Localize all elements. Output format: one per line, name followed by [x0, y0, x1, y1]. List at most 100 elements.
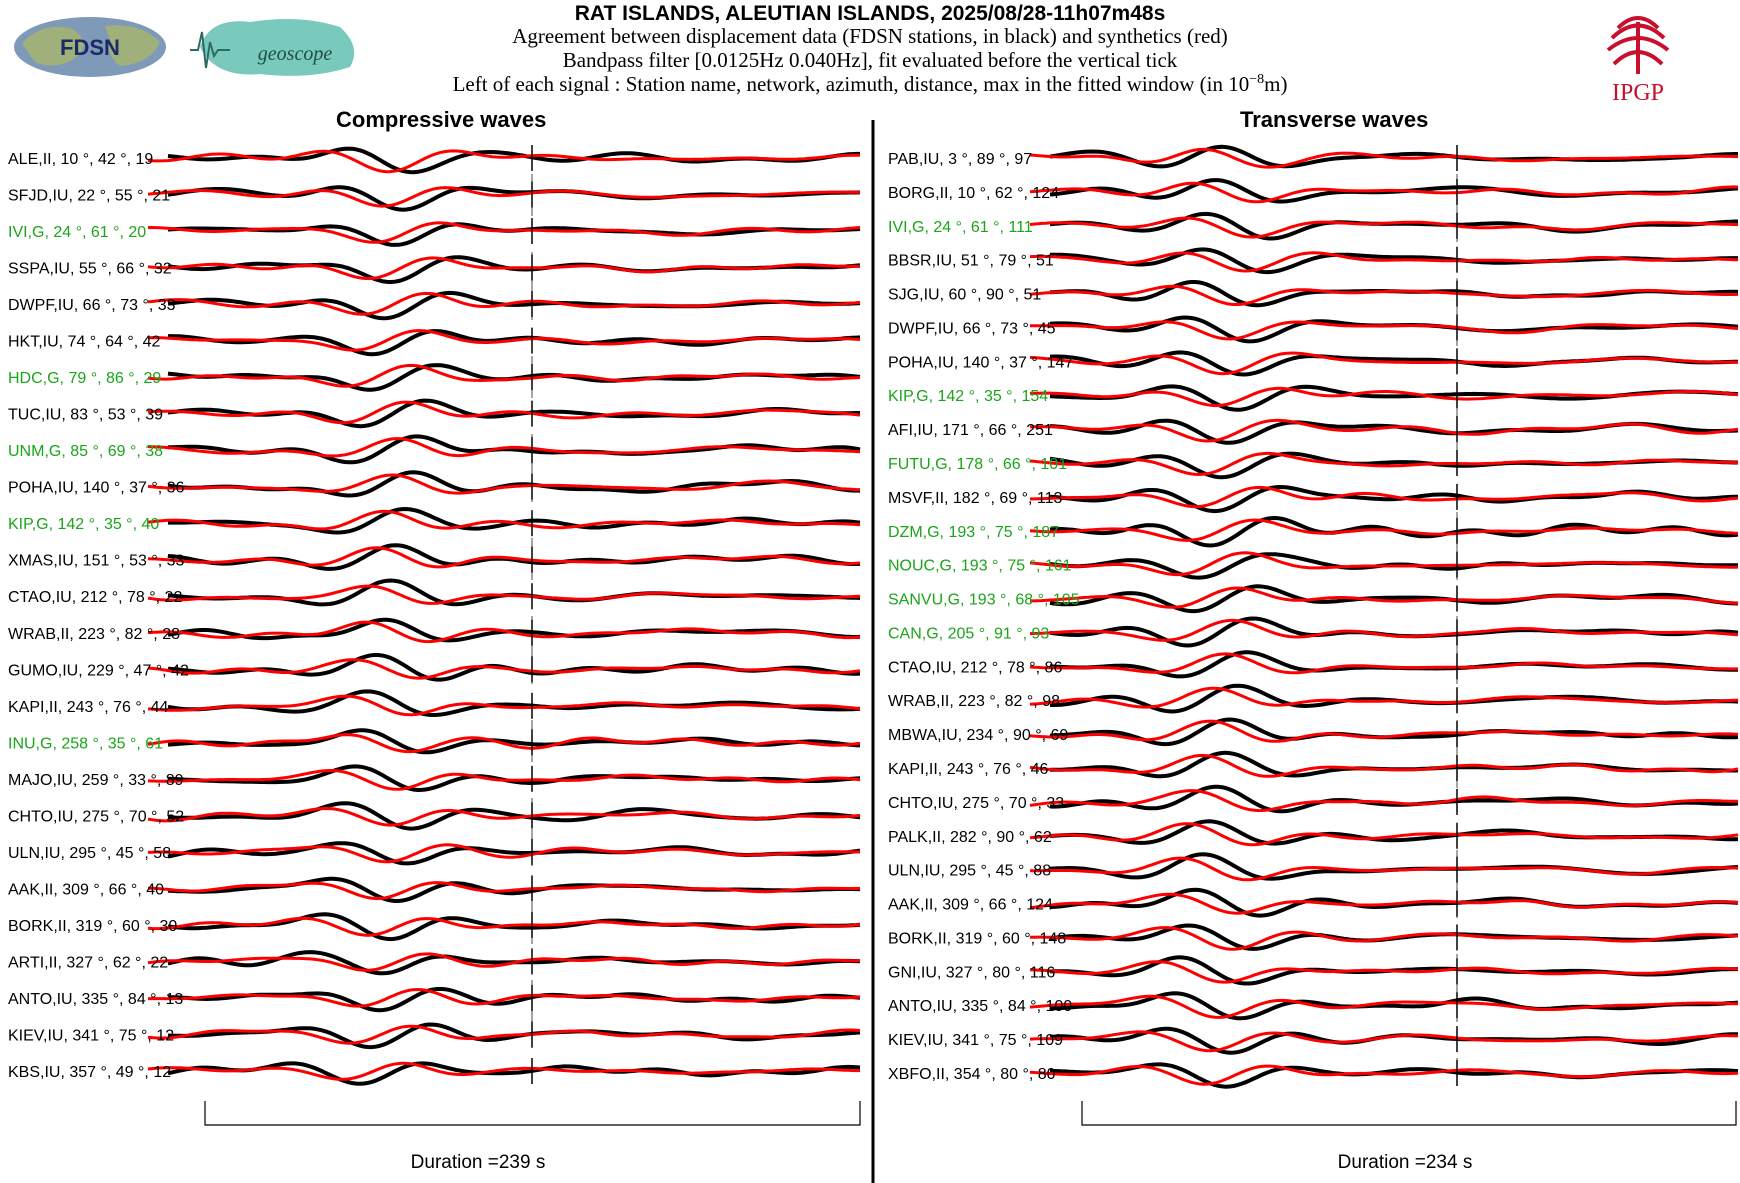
synthetic-trace — [147, 806, 861, 827]
data-trace — [1049, 484, 1738, 514]
synthetic-trace — [1030, 586, 1739, 609]
synthetic-trace — [147, 546, 861, 569]
duration-bracket — [204, 1101, 861, 1126]
duration-bracket — [1081, 1101, 1737, 1126]
synthetic-trace — [1029, 216, 1739, 239]
geoscope-logo-map — [200, 18, 355, 76]
synthetic-trace — [147, 584, 861, 605]
synthetic-trace — [147, 291, 861, 316]
synthetic-trace — [147, 694, 861, 717]
synthetic-trace — [1029, 719, 1739, 743]
station-label: TUC,IU, 83 °, 53 °, 39 — [8, 407, 163, 424]
synthetic-trace — [1030, 320, 1739, 341]
station-label: KIP,G, 142 °, 35 °, 40 — [8, 516, 159, 533]
station-label: CHTO,IU, 275 °, 70 °, 33 — [888, 795, 1064, 812]
station-label: ULN,IU, 295 °, 45 °, 88 — [888, 863, 1051, 880]
station-label: BBSR,IU, 51 °, 79 °, 51 — [888, 253, 1054, 270]
data-trace — [167, 652, 861, 682]
station-label: DWPF,IU, 66 °, 73 °, 45 — [888, 320, 1056, 337]
station-label: NOUC,G, 193 °, 75 °, 161 — [888, 558, 1072, 575]
synthetic-trace — [147, 509, 861, 531]
synthetic-trace — [147, 952, 860, 972]
fdsn-logo-landmass-east — [105, 25, 160, 66]
station-label: CTAO,IU, 212 °, 78 °, 86 — [888, 659, 1062, 676]
geoscope-logo-text: geoscope — [258, 43, 333, 65]
station-label: HKT,IU, 74 °, 64 °, 42 — [8, 334, 161, 351]
data-trace — [1049, 384, 1739, 412]
duration-label: Duration =234 s — [1338, 1152, 1473, 1173]
station-label: AAK,II, 309 °, 66 °, 40 — [8, 881, 164, 898]
data-trace — [167, 689, 861, 718]
station-label: IVI,G, 24 °, 61 °, 20 — [8, 224, 146, 241]
station-label: MAJO,IU, 259 °, 33 °, 89 — [8, 772, 184, 789]
station-label: AAK,II, 309 °, 66 °, 124 — [888, 897, 1053, 914]
station-label: IVI,G, 24 °, 61 °, 111 — [888, 219, 1033, 236]
station-label: BORK,II, 319 °, 60 °, 30 — [8, 918, 177, 935]
station-label: BORK,II, 319 °, 60 °, 148 — [888, 930, 1066, 947]
station-label: KIP,G, 142 °, 35 °, 154 — [888, 388, 1048, 405]
geoscope-logo: geoscope — [190, 18, 355, 76]
station-label: XBFO,II, 354 °, 80 °, 80 — [888, 1066, 1056, 1083]
station-label: SANVU,G, 193 °, 68 °, 105 — [888, 592, 1080, 609]
synthetic-trace — [147, 149, 861, 174]
synthetic-trace — [147, 186, 861, 208]
synthetic-trace — [1029, 351, 1738, 376]
synthetic-trace — [1029, 181, 1739, 204]
data-trace — [1049, 280, 1739, 308]
station-label: XMAS,IU, 151 °, 53 °, 33 — [8, 553, 185, 570]
station-label: POHA,IU, 140 °, 37 °, 36 — [8, 480, 185, 497]
data-trace — [1049, 144, 1738, 169]
data-trace — [1049, 211, 1738, 241]
station-label: UNM,G, 85 °, 69 °, 38 — [8, 443, 163, 460]
synthetic-trace — [147, 363, 861, 388]
caption-line-1: Agreement between displacement data (FDS… — [512, 24, 1228, 48]
synthetic-trace — [1029, 753, 1739, 778]
station-label: CAN,G, 205 °, 91 °, 93 — [888, 625, 1049, 642]
synthetic-trace — [147, 400, 861, 425]
data-trace — [167, 470, 860, 498]
synthetic-trace — [1030, 485, 1739, 509]
synthetic-trace — [1029, 686, 1739, 709]
synthetic-trace — [147, 221, 861, 244]
station-label: ARTI,II, 327 °, 62 °, 22 — [8, 954, 168, 971]
station-label: ANTO,IU, 335 °, 84 °, 100 — [888, 998, 1072, 1015]
station-label: BORG,II, 10 °, 62 °, 124 — [888, 185, 1059, 202]
station-label: KBS,IU, 357 °, 49 °, 12 — [8, 1064, 171, 1081]
synthetic-trace — [147, 658, 861, 680]
synthetic-trace — [147, 1061, 860, 1081]
ipgp-logo-text: IPGP — [1612, 80, 1664, 106]
ipgp-logo: IPGP — [1606, 16, 1670, 106]
caption-line-3-prefix: Left of each signal : Station name, netw… — [452, 72, 1250, 96]
synthetic-trace — [147, 916, 861, 937]
caption-line-3: Left of each signal : Station name, netw… — [0, 72, 1740, 97]
station-label: DZM,G, 193 °, 75 °, 187 — [888, 524, 1059, 541]
synthetic-trace — [1029, 822, 1739, 847]
station-label: HDC,G, 79 °, 86 °, 29 — [8, 370, 161, 387]
synthetic-trace — [147, 733, 861, 754]
synthetic-trace — [1029, 551, 1739, 577]
synthetic-trace — [1029, 789, 1738, 813]
synthetic-trace — [1029, 251, 1739, 273]
fdsn-logo-landmass-west — [22, 26, 84, 66]
figure-header: RAT ISLANDS, ALEUTIAN ISLANDS, 2025/08/2… — [0, 0, 1740, 110]
caption-line-3-suffix: m) — [1264, 72, 1288, 96]
synthetic-trace — [1029, 1030, 1739, 1053]
panel-title-compressive: Compressive waves — [336, 107, 547, 132]
data-trace — [167, 728, 861, 755]
station-label: INU,G, 258 °, 35 °, 61 — [8, 735, 163, 752]
synthetic-trace — [1029, 1064, 1739, 1086]
synthetic-trace — [1029, 960, 1739, 984]
station-label: GUMO,IU, 229 °, 47 °, 42 — [8, 662, 189, 679]
synthetic-trace — [1029, 618, 1739, 642]
synthetic-trace — [1029, 386, 1739, 408]
figure-title: RAT ISLANDS, ALEUTIAN ISLANDS, 2025/08/2… — [574, 2, 1166, 25]
synthetic-trace — [147, 987, 861, 1008]
synthetic-trace — [1029, 994, 1739, 1019]
synthetic-trace — [147, 843, 861, 864]
synthetic-trace — [1029, 284, 1739, 306]
fdsn-logo: FDSN — [14, 17, 166, 77]
station-label: KIEV,IU, 341 °, 75 °, 109 — [888, 1032, 1063, 1049]
station-label: ALE,II, 10 °, 42 °, 19 — [8, 151, 153, 168]
station-label: CHTO,IU, 275 °, 70 °, 52 — [8, 808, 184, 825]
caption-line-2: Bandpass filter [0.0125Hz 0.040Hz], fit … — [562, 48, 1178, 72]
